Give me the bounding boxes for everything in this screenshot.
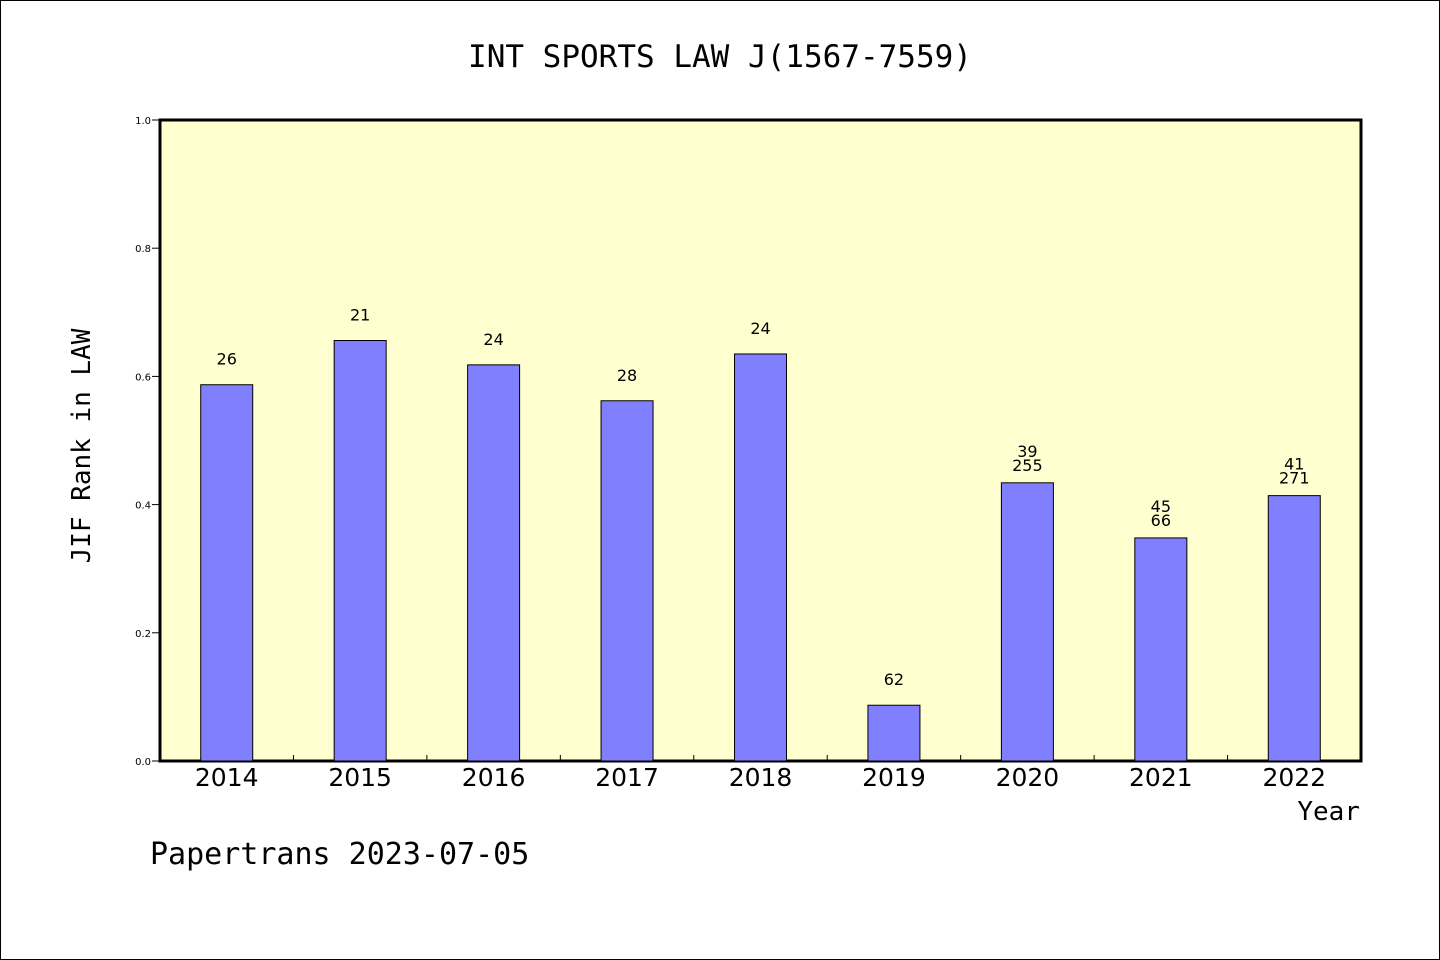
bar-value-label: 41 [1284,455,1304,474]
bar-2019 [867,704,921,762]
bars [200,340,1321,762]
y-axis-ticks: 0.0 0.2 0.4 0.6 0.8 1.0 [135,116,160,768]
chart-title: INT SPORTS LAW J(1567-7559) [468,39,972,75]
bar-2018 [734,353,787,762]
x-tick-label: 2015 [328,763,392,792]
y-tick-label: 0.4 [135,501,151,512]
x-tick-label: 2020 [996,763,1060,792]
x-tick-label: 2017 [595,763,659,792]
bar-2014 [200,384,254,762]
x-tick-label: 2019 [862,763,926,792]
bar-2021 [1134,537,1188,762]
bar-value-label: 45 [1151,497,1171,516]
x-axis-ticks: 2014 2015 2016 2017 2018 2019 2020 2021 2022 [195,755,1326,792]
bar-value-label: 24 [750,319,770,338]
bar-value-label: 26 [217,350,237,369]
x-tick-label: 2022 [1262,763,1326,792]
footer-credit: Papertrans 2023-07-05 [150,837,529,872]
bar-value-label: 271 [1279,469,1310,488]
bar-value-label: 39 [1017,442,1037,461]
y-tick-label: 0.0 [135,757,151,768]
bar-value-label: 21 [350,306,370,325]
bar-value-label: 24 [483,330,503,349]
bar-2015 [333,340,387,762]
bar-2017 [600,400,654,762]
x-tick-label: 2016 [462,763,526,792]
bar-value-label: 255 [1012,456,1043,475]
bar-2022 [1267,495,1321,762]
y-tick-label: 0.6 [135,372,151,383]
x-tick-label: 2018 [729,763,793,792]
x-tick-label: 2021 [1129,763,1193,792]
bar-value-label: 66 [1151,511,1171,530]
y-tick-label: 0.2 [135,629,151,640]
bar-value-label: 28 [617,366,637,385]
y-tick-label: 1.0 [135,116,151,127]
bar-2016 [467,364,521,762]
y-axis-label: JIF Rank in LAW [67,328,97,563]
bar-value-label: 62 [884,670,904,689]
x-axis-label: Year [1297,797,1360,827]
y-tick-label: 0.8 [135,244,151,255]
bar-2020 [1000,482,1054,762]
x-tick-label: 2014 [195,763,259,792]
